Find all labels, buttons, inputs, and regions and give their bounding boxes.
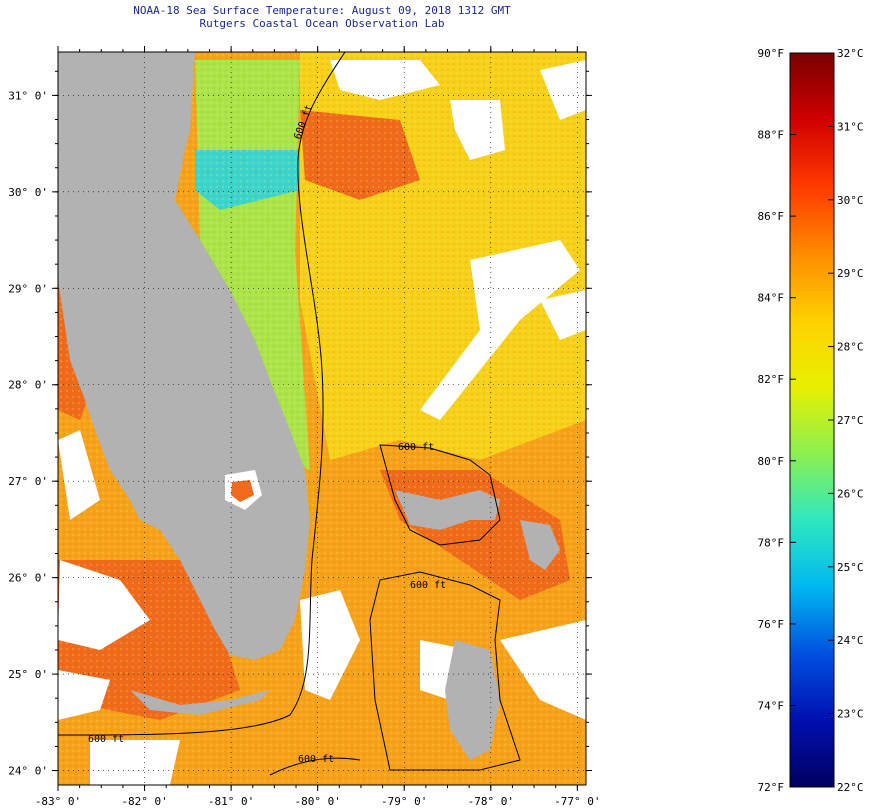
colorbar-c-label: 30°C	[837, 194, 864, 207]
isobath-great-bahama-bank	[369, 571, 521, 771]
colorbar-f-label: 82°F	[758, 373, 785, 386]
isobath-little-bahama-bank	[379, 444, 501, 546]
map-area: 600 ft 600 ft 600 ft 600 ft 600 ft	[58, 52, 586, 785]
colorbar-f-label: 86°F	[758, 210, 785, 223]
grand-bahama-island	[395, 490, 500, 530]
lon-tick-label: -78° 0'	[468, 795, 514, 808]
lat-tick-label: 27° 0'	[8, 475, 48, 488]
lake-okeechobee-inner	[231, 480, 254, 502]
lon-tick-label: -81° 0'	[208, 795, 254, 808]
colorbar-c-label: 23°C	[837, 708, 864, 721]
lon-tick-label: -83° 0'	[35, 795, 81, 808]
lat-tick-label: 26° 0'	[8, 572, 48, 585]
lat-tick-label: 31° 0'	[8, 89, 48, 102]
lat-tick-label: 29° 0'	[8, 282, 48, 295]
colorbar-c-label: 22°C	[837, 781, 864, 794]
colorbar-f-label: 74°F	[758, 699, 785, 712]
colorbar-c-label: 24°C	[837, 634, 864, 647]
colorbar-f-label: 88°F	[758, 129, 785, 142]
lon-tick-label: -79° 0'	[381, 795, 427, 808]
graticule	[57, 52, 586, 785]
colorbar-ticks	[790, 52, 834, 788]
cloud-cover	[58, 60, 586, 785]
map-subtitle: Rutgers Coastal Ocean Observation Lab	[199, 17, 445, 30]
lat-tick-label: 28° 0'	[8, 379, 48, 392]
map-frame	[57, 51, 587, 786]
colorbar-f-label: 84°F	[758, 292, 785, 305]
colorbar-c-label: 25°C	[837, 561, 864, 574]
andros-island	[445, 640, 500, 760]
axis-labels: 31° 0' 30° 0' 29° 0' 28° 0' 27° 0' 26° 0' 25° …	[8, 89, 600, 808]
lat-tick-label: 25° 0'	[8, 668, 48, 681]
colorbar-c-label: 28°C	[837, 341, 864, 354]
colorbar-f-label: 78°F	[758, 536, 785, 549]
colorbar-f-label: 80°F	[758, 455, 785, 468]
isobath-florida-strait	[58, 52, 346, 736]
contour-label-5: 600 ft	[298, 754, 334, 765]
colorbar-c-label: 31°C	[837, 120, 864, 133]
florida-keys	[130, 690, 270, 715]
isobath-contours	[58, 52, 521, 776]
colorbar-c-label: 32°C	[837, 47, 864, 60]
contour-label-3: 600 ft	[410, 580, 446, 591]
abaco-island	[520, 520, 560, 570]
colorbar-f-label: 76°F	[758, 618, 785, 631]
colorbar-labels: 90°F 88°F 86°F 84°F 82°F 80°F 78°F 76°F 74°F 72°F…	[758, 47, 864, 794]
map-title: NOAA-18 Sea Surface Temperature: August …	[133, 4, 511, 17]
contour-label-4: 600 ft	[88, 734, 124, 745]
lon-tick-label: -80° 0'	[294, 795, 340, 808]
lon-tick-label: -82° 0'	[121, 795, 167, 808]
colorbar-c-label: 27°C	[837, 414, 864, 427]
colorbar-c-label: 29°C	[837, 267, 864, 280]
axis-ticks	[52, 46, 592, 791]
lat-tick-label: 24° 0'	[8, 765, 48, 778]
colorbar	[789, 52, 835, 788]
colorbar-f-label: 72°F	[758, 781, 785, 794]
lon-tick-label: -77° 0'	[554, 795, 600, 808]
colorbar-f-label: 90°F	[758, 47, 785, 60]
contour-label-2: 600 ft	[398, 442, 434, 453]
lat-tick-label: 30° 0'	[8, 186, 48, 199]
colorbar-c-label: 26°C	[837, 487, 864, 500]
